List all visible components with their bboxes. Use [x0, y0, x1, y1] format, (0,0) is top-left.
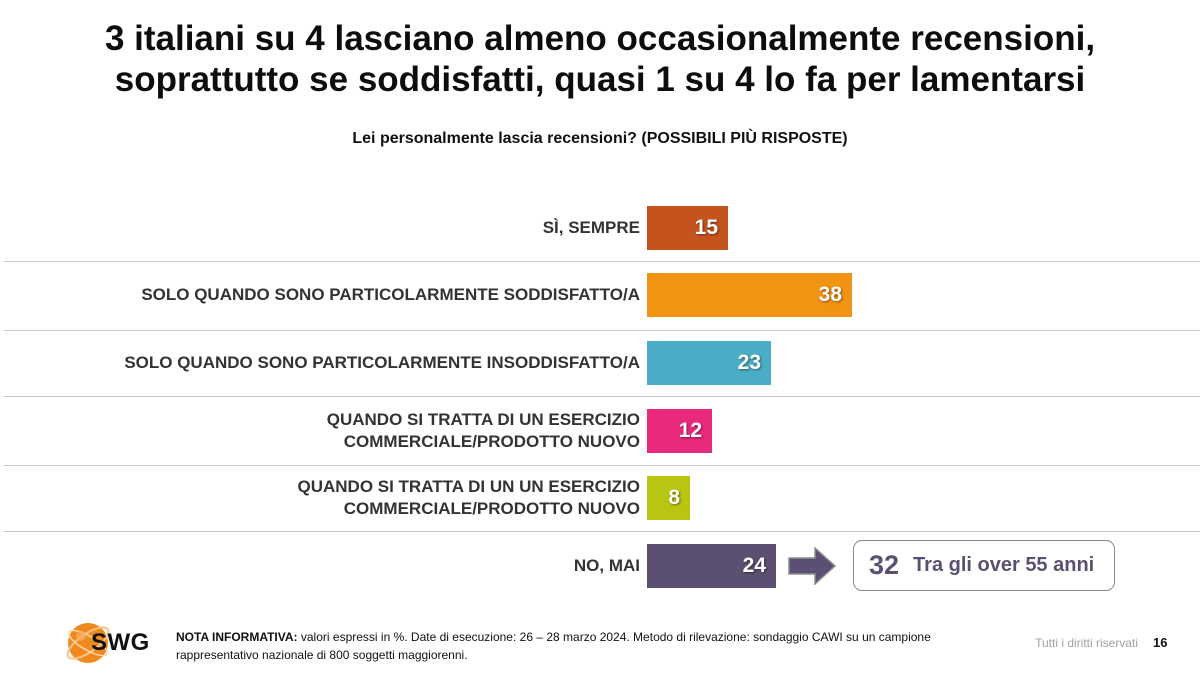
category-label: NO, MAI: [20, 536, 640, 596]
bar-value-label: 15: [694, 216, 718, 239]
bar: 24: [647, 544, 776, 588]
bar: 8: [647, 476, 690, 520]
title-line-1: 3 italiani su 4 lasciano almeno occasion…: [104, 19, 1096, 58]
category-label: QUANDO SI TRATTA DI UN UN ESERCIZIO COMME…: [20, 468, 640, 528]
callout-text: Tra gli over 55 anni: [913, 554, 1095, 576]
title-line-2: soprattutto se soddisfatti, quasi 1 su 4…: [114, 60, 1086, 99]
swg-logo-icon: [66, 623, 110, 663]
category-label-line: NO, MAI: [573, 556, 640, 575]
callout-value: 32: [869, 550, 900, 580]
category-label-line: QUANDO SI TRATTA DI UN ESERCIZIO: [326, 410, 640, 429]
row-separator: [4, 330, 1200, 331]
category-label: SÌ, SEMPRE: [20, 198, 640, 258]
page-number: 16: [1153, 635, 1168, 650]
category-label: SOLO QUANDO SONO PARTICOLARMENTE SODDISF…: [20, 265, 640, 325]
logo-text: SWG: [91, 629, 150, 656]
bar-value-label: 24: [742, 554, 766, 577]
bar: 38: [647, 273, 852, 317]
bar: 15: [647, 206, 728, 250]
category-label-text: SÌ, SEMPRE: [543, 217, 640, 239]
note-text: valori espressi in %. Date di esecuzione…: [176, 630, 931, 662]
category-label-text: QUANDO SI TRATTA DI UN ESERCIZIO COMMERCI…: [327, 409, 640, 453]
over-55-callout: 32 Tra gli over 55 anni: [853, 540, 1115, 591]
question-subtitle: Lei personalmente lascia recensioni? (PO…: [352, 130, 848, 147]
row-separator: [4, 465, 1200, 466]
category-label-line: QUANDO SI TRATTA DI UN UN ESERCIZIO: [297, 477, 640, 496]
category-label-line: SOLO QUANDO SONO PARTICOLARMENTE SODDISF…: [141, 285, 640, 304]
bar-value-label: 12: [678, 419, 702, 442]
footnote: NOTA INFORMATIVA: valori espressi in %. …: [176, 628, 966, 664]
rights-text: Tutti i diritti riservati: [1035, 636, 1138, 650]
category-label-text: NO, MAI: [574, 555, 640, 577]
bar-value-label: 8: [668, 486, 680, 509]
category-label-text: QUANDO SI TRATTA DI UN UN ESERCIZIO COMME…: [297, 476, 640, 520]
category-label: SOLO QUANDO SONO PARTICOLARMENTE INSODDI…: [20, 333, 640, 393]
category-label-line: SÌ, SEMPRE: [542, 218, 640, 237]
row-separator: [4, 531, 1200, 532]
page-title: 3 italiani su 4 lasciano almeno occasion…: [0, 18, 1200, 100]
row-separator: [4, 396, 1200, 397]
category-label-line: SOLO QUANDO SONO PARTICOLARMENTE INSODDI…: [124, 353, 640, 372]
category-label-line: COMMERCIALE/PRODOTTO NUOVO: [343, 499, 640, 518]
bar-value-label: 38: [818, 283, 842, 306]
bar: 12: [647, 409, 712, 453]
note-label: NOTA INFORMATIVA:: [176, 630, 298, 644]
category-label-line: COMMERCIALE/PRODOTTO NUOVO: [343, 432, 640, 451]
arrow-right-icon: [788, 547, 837, 585]
bar-value-label: 23: [737, 351, 761, 374]
category-label-text: SOLO QUANDO SONO PARTICOLARMENTE SODDISF…: [141, 284, 640, 306]
bar: 23: [647, 341, 771, 385]
category-label-text: SOLO QUANDO SONO PARTICOLARMENTE INSODDI…: [124, 352, 640, 374]
category-label: QUANDO SI TRATTA DI UN ESERCIZIO COMMERCI…: [20, 401, 640, 461]
row-separator: [4, 261, 1200, 262]
